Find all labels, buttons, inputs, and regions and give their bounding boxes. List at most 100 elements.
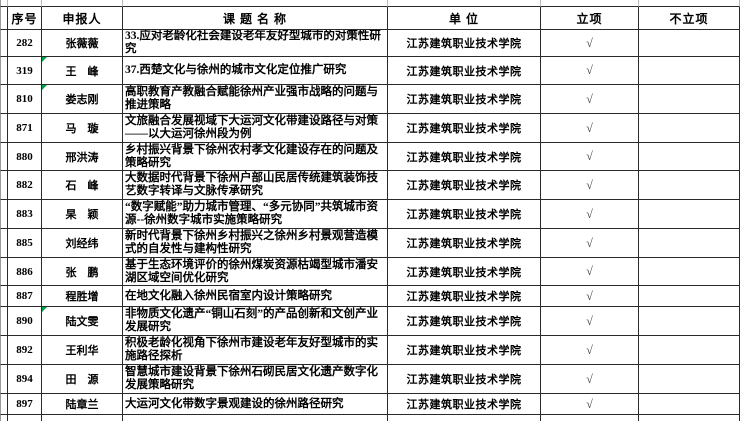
approved-check-cell[interactable]: √	[541, 200, 639, 229]
approved-check-cell[interactable]: √	[541, 85, 639, 114]
applicant-cell[interactable]: 王 峰	[42, 57, 123, 85]
topic-title-cell[interactable]: 基于生态环境评价的徐州煤炭资源枯竭型城市潘安湖区域空间优化研究	[123, 258, 388, 286]
approved-check-cell[interactable]: √	[541, 307, 639, 336]
grid-cell	[388, 0, 541, 7]
approved-check-cell[interactable]: √	[541, 171, 639, 200]
applicant-cell[interactable]: 陆章兰	[42, 394, 123, 415]
topic-title-cell[interactable]: 智慧城市建设背景下徐州石砌民居文化遗产数字化发展策略研究	[123, 365, 388, 394]
row-number-cell[interactable]: 282	[8, 30, 42, 57]
approved-check-cell[interactable]: √	[541, 114, 639, 143]
unit-cell[interactable]: 江苏建筑职业技术学院	[388, 200, 541, 229]
header-not-approved[interactable]: 不立项	[639, 7, 740, 30]
row-number-cell[interactable]: 810	[8, 85, 42, 114]
applicant-cell[interactable]: 程胜增	[42, 286, 123, 307]
not-approved-cell[interactable]	[639, 143, 740, 171]
applicant-name: 陆文雯	[65, 316, 99, 328]
row-number-cell[interactable]: 883	[8, 200, 42, 229]
unit-cell[interactable]: 江苏建筑职业技术学院	[388, 394, 541, 415]
approved-check-cell[interactable]: √	[541, 394, 639, 415]
row-number-cell[interactable]: 871	[8, 114, 42, 143]
topic-title-cell[interactable]: 37.西楚文化与徐州的城市文化定位推广研究	[123, 57, 388, 85]
topic-title-cell[interactable]: 积极老龄化视角下徐州市建设老年友好型城市的实施路径探析	[123, 336, 388, 365]
approved-check-cell[interactable]: √	[541, 258, 639, 286]
topic-title-cell[interactable]: 在地文化融入徐州民宿室内设计策略研究	[123, 286, 388, 307]
applicant-cell[interactable]: 娄志刚	[42, 85, 123, 114]
applicant-cell[interactable]: 张薇薇	[42, 30, 123, 57]
row-number-cell[interactable]: 885	[8, 229, 42, 258]
not-approved-cell[interactable]	[639, 85, 740, 114]
row-number-cell[interactable]: 894	[8, 365, 42, 394]
header-applicant[interactable]: 申报人	[42, 7, 123, 30]
applicant-cell[interactable]: 邢洪涛	[42, 143, 123, 171]
unit-cell[interactable]: 江苏建筑职业技术学院	[388, 229, 541, 258]
row-number-cell[interactable]: 886	[8, 258, 42, 286]
table-row: 871 马 璇 文旅融合发展视域下大运河文化带建设路径与对策——以大运河徐州段为…	[0, 114, 740, 143]
topic-title-cell[interactable]: 非物质文化遗产“铜山石刻”的产品创新和文创产业发展研究	[123, 307, 388, 336]
approved-check-cell[interactable]: √	[541, 336, 639, 365]
unit-cell[interactable]: 江苏建筑职业技术学院	[388, 114, 541, 143]
table-row: 882 石 峰 大数据时代背景下徐州户部山民居传统建筑装饰技艺数字转译与文脉传承…	[0, 171, 740, 200]
row-margin-cell	[0, 85, 8, 114]
unit-cell[interactable]: 江苏建筑职业技术学院	[388, 30, 541, 57]
not-approved-cell[interactable]	[639, 258, 740, 286]
topic-title-cell[interactable]: 33.应对老龄化社会建设老年友好型城市的对策性研究	[123, 30, 388, 57]
approved-check-cell[interactable]: √	[541, 30, 639, 57]
topic-title-cell[interactable]: 文旅融合发展视域下大运河文化带建设路径与对策——以大运河徐州段为例	[123, 114, 388, 143]
row-margin-cell	[0, 200, 8, 229]
table-row: 894 田 源 智慧城市建设背景下徐州石砌民居文化遗产数字化发展策略研究 江苏建…	[0, 365, 740, 394]
applicant-name: 邢洪涛	[65, 151, 99, 164]
unit-cell[interactable]: 江苏建筑职业技术学院	[388, 365, 541, 394]
row-number-cell[interactable]: 887	[8, 286, 42, 307]
not-approved-cell[interactable]	[639, 171, 740, 200]
not-approved-cell[interactable]	[639, 229, 740, 258]
header-approved[interactable]: 立项	[541, 7, 639, 30]
applicant-cell[interactable]: 张 鹏	[42, 258, 123, 286]
unit-cell[interactable]: 江苏建筑职业技术学院	[388, 57, 541, 85]
not-approved-cell[interactable]	[639, 57, 740, 85]
not-approved-cell[interactable]	[639, 114, 740, 143]
not-approved-cell[interactable]	[639, 394, 740, 415]
applicant-cell[interactable]: 王利华	[42, 336, 123, 365]
applicant-cell[interactable]: 杲 颖	[42, 200, 123, 229]
approved-check-cell[interactable]: √	[541, 286, 639, 307]
unit-cell[interactable]: 江苏建筑职业技术学院	[388, 286, 541, 307]
row-number-cell[interactable]: 319	[8, 57, 42, 85]
applicant-cell[interactable]: 陆文雯	[42, 307, 123, 336]
not-approved-cell[interactable]	[639, 286, 740, 307]
not-approved-cell[interactable]	[639, 30, 740, 57]
row-number-cell[interactable]: 890	[8, 307, 42, 336]
topic-title-cell[interactable]: 乡村振兴背景下徐州农村孝文化建设存在的问题及策略研究	[123, 143, 388, 171]
topic-title-cell[interactable]: 高职教育产教融合赋能徐州产业强市战略的问题与推进策略	[123, 85, 388, 114]
row-number-cell[interactable]: 897	[8, 394, 42, 415]
applicant-cell[interactable]: 石 峰	[42, 171, 123, 200]
topic-title-cell[interactable]: 新时代背景下徐州乡村振兴之徐州乡村景观营造模式的自发性与建构性研究	[123, 229, 388, 258]
header-no[interactable]: 序号	[8, 7, 42, 30]
unit-cell[interactable]: 江苏建筑职业技术学院	[388, 171, 541, 200]
header-topic-title[interactable]: 课 题 名 称	[123, 7, 388, 30]
approved-check-cell[interactable]: √	[541, 229, 639, 258]
unit-cell[interactable]: 江苏建筑职业技术学院	[388, 307, 541, 336]
topic-title-cell[interactable]: 大数据时代背景下徐州户部山民居传统建筑装饰技艺数字转译与文脉传承研究	[123, 171, 388, 200]
applicant-name: 张薇薇	[65, 38, 99, 50]
topic-title-cell[interactable]: 大运河文化带数字景观建设的徐州路径研究	[123, 394, 388, 415]
not-approved-cell[interactable]	[639, 336, 740, 365]
header-unit[interactable]: 单 位	[388, 7, 541, 30]
approved-check-cell[interactable]: √	[541, 143, 639, 171]
not-approved-cell[interactable]	[639, 307, 740, 336]
unit-cell[interactable]: 江苏建筑职业技术学院	[388, 258, 541, 286]
approved-check-cell[interactable]: √	[541, 57, 639, 85]
applicant-cell[interactable]: 马 璇	[42, 114, 123, 143]
row-number-cell[interactable]: 880	[8, 143, 42, 171]
applicant-cell[interactable]: 田 源	[42, 365, 123, 394]
row-number-cell[interactable]: 892	[8, 336, 42, 365]
not-approved-cell[interactable]	[639, 365, 740, 394]
not-approved-cell[interactable]	[639, 200, 740, 229]
approved-check-cell[interactable]: √	[541, 365, 639, 394]
topic-title-cell[interactable]: “数字赋能”助力城市管理、“多元协同”共筑城市资源--徐州数字城市实施策略研究	[123, 200, 388, 229]
applicant-name: 王 峰	[65, 65, 99, 78]
unit-cell[interactable]: 江苏建筑职业技术学院	[388, 336, 541, 365]
unit-cell[interactable]: 江苏建筑职业技术学院	[388, 85, 541, 114]
row-number-cell[interactable]: 882	[8, 171, 42, 200]
unit-cell[interactable]: 江苏建筑职业技术学院	[388, 143, 541, 171]
applicant-cell[interactable]: 刘经纬	[42, 229, 123, 258]
